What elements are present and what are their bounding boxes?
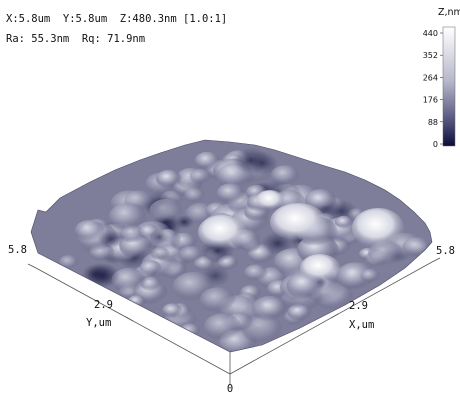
- surface-grain: [189, 168, 212, 185]
- surface-grain: [97, 229, 124, 249]
- surface-peak: [352, 208, 404, 248]
- surface-grain: [336, 262, 376, 291]
- x-max-tick-label: 5.8: [436, 245, 455, 257]
- colorbar: [442, 26, 456, 147]
- surface-grain: [325, 199, 359, 224]
- surface-outline: [30, 139, 433, 353]
- surface-grain: [194, 151, 221, 171]
- colorbar-tick-label: 352: [423, 51, 438, 60]
- surface-grain: [149, 199, 184, 224]
- surface-grain: [360, 268, 380, 283]
- surface-grain: [139, 260, 162, 276]
- colorbar-tick-label: 264: [423, 73, 438, 82]
- colorbar-tick-label: 88: [428, 118, 438, 127]
- surface-grain: [162, 303, 183, 318]
- surface-grain: [148, 229, 170, 245]
- colorbar-ticks: 440 352 264 176 88 0: [423, 29, 443, 149]
- surface-grain: [81, 263, 110, 285]
- surface-grain: [108, 203, 147, 231]
- surface-grain: [402, 237, 431, 258]
- origin-tick-label: 0: [227, 383, 233, 394]
- surface-grain: [151, 247, 170, 261]
- surface-grain: [58, 255, 79, 270]
- surface-mesh: [31, 140, 432, 352]
- colorbar-tick-label: 440: [423, 29, 438, 38]
- surface-grain: [203, 313, 242, 341]
- colorbar-tick-label: 0: [433, 140, 438, 149]
- surface-grain: [74, 219, 105, 242]
- surface-grain: [199, 287, 236, 313]
- colorbar-title: Z,nm: [438, 7, 460, 18]
- surface-peak: [198, 215, 246, 249]
- surface-grain: [244, 264, 268, 282]
- surface-grain: [156, 169, 182, 189]
- roughness-info-line: Ra: 55.3nm Rq: 71.9nm: [6, 33, 146, 45]
- surface-grain: [252, 295, 288, 322]
- y-axis-label: Y,um: [86, 317, 111, 329]
- y-mid-tick-label: 2.9: [94, 299, 113, 311]
- surface-grain: [184, 188, 205, 203]
- surface-grain: [127, 295, 146, 309]
- surface-grain: [287, 303, 312, 322]
- y-max-tick-label: 5.8: [8, 244, 27, 256]
- surface-grain: [232, 147, 270, 174]
- surface-grain: [216, 183, 245, 204]
- colorbar-tick-label: 176: [423, 96, 438, 105]
- x-axis-label: X,um: [349, 319, 374, 331]
- surface-grain: [334, 215, 354, 229]
- surface-grain: [178, 245, 203, 264]
- x-mid-tick-label: 2.9: [349, 300, 368, 312]
- surface-peak: [256, 190, 284, 210]
- surface-peak: [270, 203, 326, 241]
- scan-info-line: X:5.8um Y:5.8um Z:480.3nm [1.0:1]: [6, 13, 228, 25]
- surface-peak: [300, 254, 340, 282]
- surface-grain: [179, 323, 201, 339]
- surface-grain: [111, 268, 146, 293]
